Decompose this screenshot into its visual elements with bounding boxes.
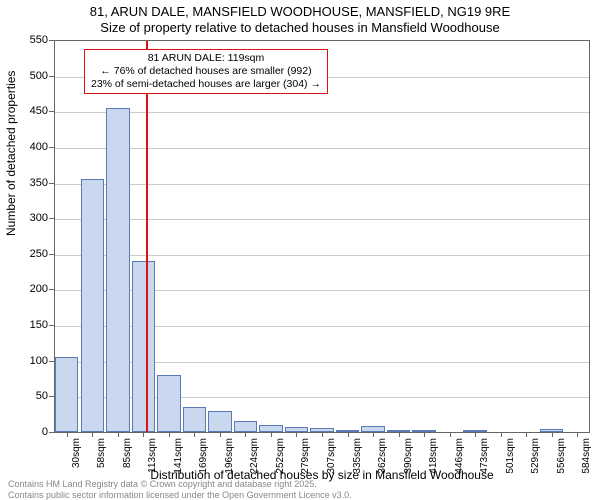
bar [106, 108, 129, 432]
y-tick-label: 0 [42, 426, 48, 438]
bar [81, 179, 104, 432]
callout-line2: ← 76% of detached houses are smaller (99… [91, 65, 321, 78]
y-tick-label: 100 [30, 355, 48, 367]
y-tick-label: 150 [30, 319, 48, 331]
bar [132, 261, 155, 432]
y-axis: 050100150200250300350400450500550 [0, 40, 54, 432]
bar [208, 411, 231, 432]
bar [234, 421, 257, 432]
y-tick-label: 300 [30, 212, 48, 224]
bar [259, 425, 282, 432]
bar [55, 357, 78, 432]
chart-title: 81, ARUN DALE, MANSFIELD WOODHOUSE, MANS… [0, 0, 600, 37]
plot-area: 81 ARUN DALE: 119sqm ← 76% of detached h… [54, 40, 590, 432]
y-tick-label: 350 [30, 177, 48, 189]
y-axis-line [54, 40, 55, 432]
title-line1: 81, ARUN DALE, MANSFIELD WOODHOUSE, MANS… [0, 4, 600, 20]
y-tick-label: 50 [36, 390, 48, 402]
marker-line [146, 41, 148, 432]
y-tick-label: 550 [30, 34, 48, 46]
title-line2: Size of property relative to detached ho… [0, 20, 600, 36]
chart-container: 81, ARUN DALE, MANSFIELD WOODHOUSE, MANS… [0, 0, 600, 500]
callout-line3: 23% of semi-detached houses are larger (… [91, 78, 321, 91]
footer-line1: Contains HM Land Registry data © Crown c… [8, 479, 352, 489]
y-tick-label: 200 [30, 283, 48, 295]
callout-box: 81 ARUN DALE: 119sqm ← 76% of detached h… [84, 49, 328, 94]
bars-group [54, 41, 589, 432]
y-tick-label: 250 [30, 248, 48, 260]
footer-line2: Contains public sector information licen… [8, 490, 352, 500]
callout-line1: 81 ARUN DALE: 119sqm [91, 52, 321, 65]
bar [183, 407, 206, 432]
y-tick-label: 450 [30, 105, 48, 117]
x-axis: 30sqm58sqm85sqm113sqm141sqm169sqm196sqm2… [54, 432, 590, 472]
y-tick-label: 400 [30, 141, 48, 153]
y-tick-label: 500 [30, 70, 48, 82]
bar [157, 375, 180, 432]
footer-attribution: Contains HM Land Registry data © Crown c… [8, 479, 352, 500]
